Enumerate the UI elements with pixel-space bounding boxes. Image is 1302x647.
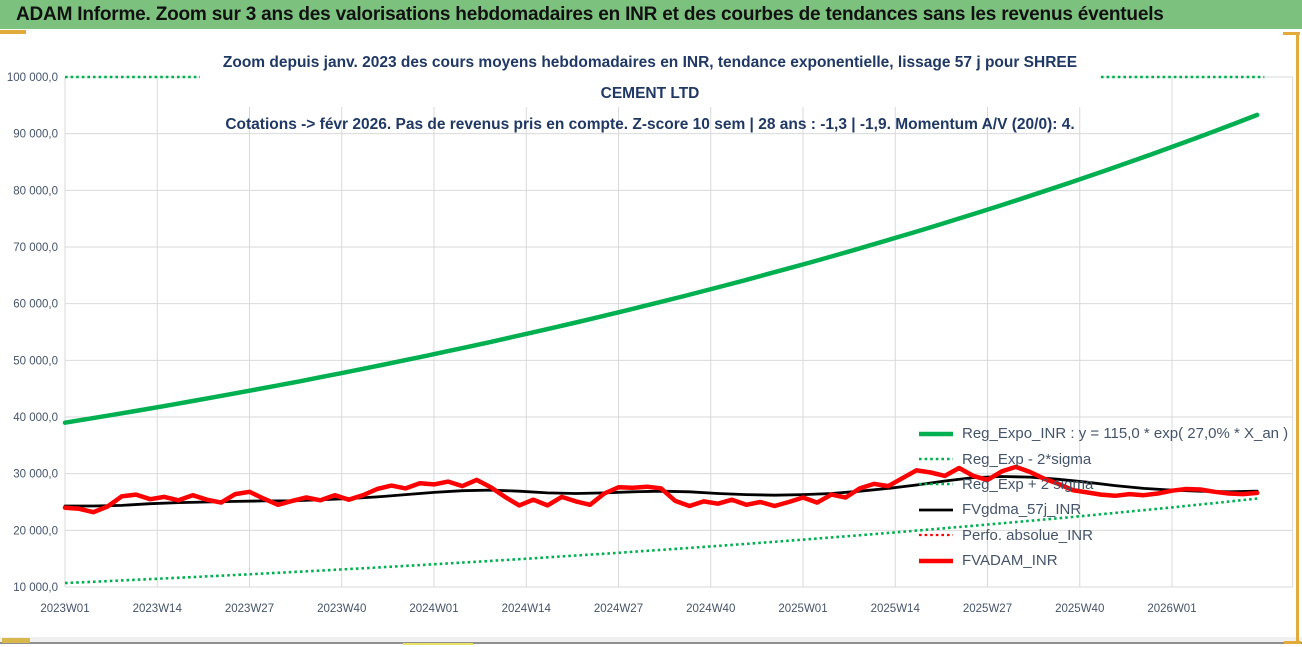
x-axis-label: 2024W01 (409, 603, 458, 615)
y-axis-label: 80 000,0 (13, 185, 58, 197)
x-axis-label: 2025W40 (1055, 603, 1104, 615)
y-axis-label: 60 000,0 (13, 299, 58, 311)
selection-handle-top-right (1283, 32, 1300, 35)
legend-label: FVADAM_INR (962, 552, 1058, 570)
y-axis-label: 30 000,0 (13, 469, 58, 481)
legend-item-5[interactable]: FVADAM_INR (918, 548, 1288, 573)
legend-label: Reg_Exp + 2 sigma (962, 475, 1094, 493)
x-axis-label: 2023W01 (40, 603, 89, 615)
legend-item-4[interactable]: Perfo. absolue_INR (918, 523, 1288, 548)
y-axis-label: 70 000,0 (13, 242, 58, 254)
y-axis-label: 50 000,0 (13, 355, 58, 367)
legend-label: Reg_Exp - 2*sigma (962, 450, 1092, 468)
legend-marker (919, 534, 953, 537)
chart-legend[interactable]: Reg_Expo_INR : y = 115,0 * exp( 27,0% * … (918, 421, 1288, 573)
legend-item-3[interactable]: FVgdma_57j_INR (918, 497, 1288, 522)
x-axis-label: 2023W14 (133, 603, 183, 615)
legend-item-1[interactable]: Reg_Exp - 2*sigma (918, 446, 1288, 471)
x-axis-label: 2025W27 (963, 603, 1012, 615)
selection-handle-bottom-right (1284, 641, 1301, 644)
series-reg-expo-inr (62, 112, 1260, 425)
y-axis-label: 100 000,0 (7, 72, 58, 84)
selection-handle-top-left (0, 30, 26, 34)
x-axis-label: 2024W40 (686, 603, 735, 615)
legend-marker (919, 558, 953, 563)
legend-label: Perfo. absolue_INR (962, 526, 1093, 544)
x-axis-label: 2024W27 (594, 603, 643, 615)
legend-marker (919, 508, 953, 512)
y-axis-label: 40 000,0 (13, 412, 58, 424)
legend-item-2[interactable]: Reg_Exp + 2 sigma (918, 472, 1288, 497)
report-title: ADAM Informe. Zoom sur 3 ans des valoris… (16, 3, 1164, 25)
bottom-accent-segment (403, 643, 473, 645)
legend-marker (919, 431, 953, 436)
report-header-bar: ADAM Informe. Zoom sur 3 ans des valoris… (0, 0, 1302, 31)
chart-title-line2: Cotations -> févr 2026. Pas de revenus p… (225, 116, 1075, 133)
legend-label: Reg_Expo_INR : y = 115,0 * exp( 27,0% * … (962, 425, 1289, 443)
legend-marker (919, 483, 953, 486)
x-axis-label: 2024W14 (502, 603, 552, 615)
x-axis-label: 2023W40 (317, 603, 366, 615)
bottom-border-line (0, 642, 1302, 644)
y-axis-label: 20 000,0 (13, 525, 58, 537)
bottom-track (0, 637, 1302, 642)
x-axis-label: 2025W14 (871, 603, 921, 615)
chart-title-line1: Zoom depuis janv. 2023 des cours moyens … (222, 54, 1078, 102)
series-fvadam-inr (62, 464, 1260, 515)
selection-border-right (1296, 33, 1299, 644)
legend-marker (919, 457, 953, 461)
x-axis-label: 2023W27 (225, 603, 274, 615)
legend-item-0[interactable]: Reg_Expo_INR : y = 115,0 * exp( 27,0% * … (918, 421, 1288, 446)
bottom-left-accent (2, 638, 30, 643)
y-axis-label: 10 000,0 (13, 582, 58, 594)
chart-title: Zoom depuis janv. 2023 des cours moyens … (200, 47, 1100, 133)
y-axis-label: 90 000,0 (13, 129, 58, 141)
x-axis-label: 2026W01 (1147, 603, 1196, 615)
legend-label: FVgdma_57j_INR (962, 501, 1082, 519)
x-axis-label: 2025W01 (778, 603, 827, 615)
